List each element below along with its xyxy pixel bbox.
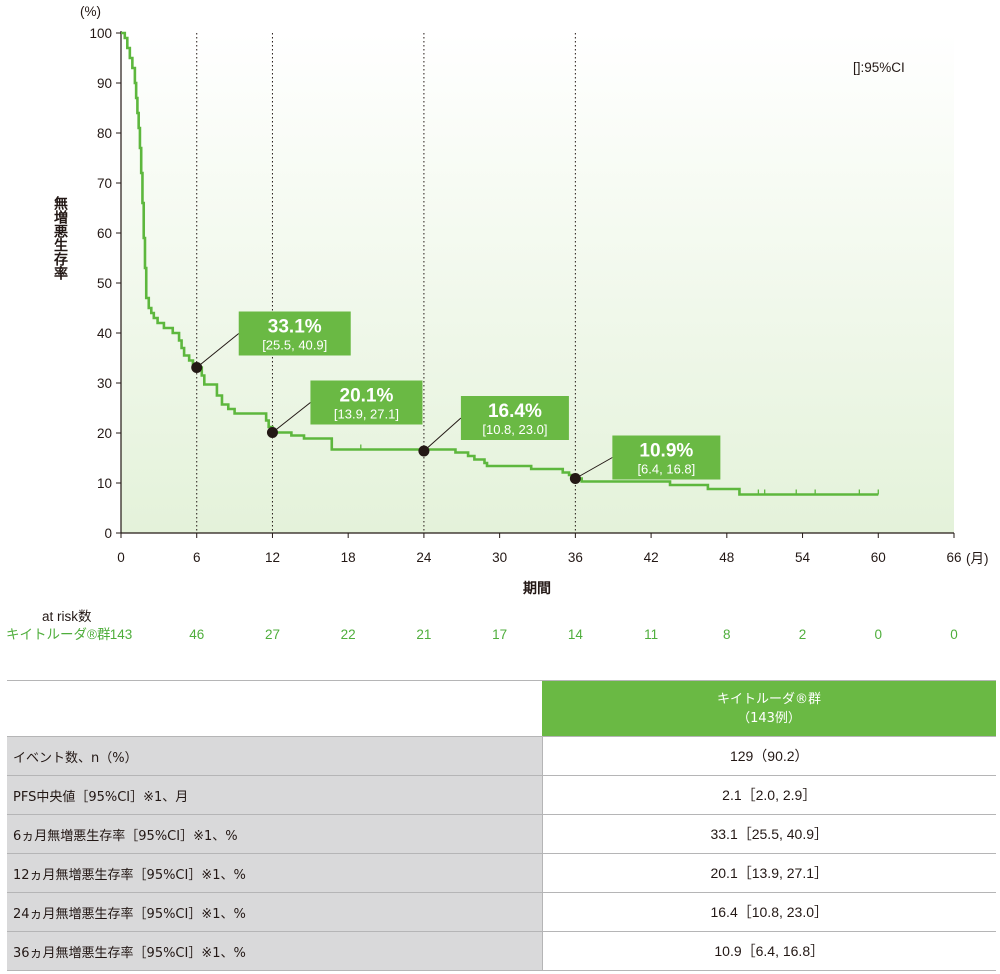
plot-background: [121, 33, 954, 533]
x-tick-label: 48: [719, 550, 734, 565]
table-header-blank: [7, 680, 542, 737]
y-tick-label: 90: [97, 76, 112, 91]
row-value-pfs-24m: 16.4［10.8, 23.0］: [542, 892, 996, 932]
at-risk-count: 46: [189, 627, 204, 642]
at-risk-count: 17: [492, 627, 507, 642]
row-value-pfs-6m: 33.1［25.5, 40.9］: [542, 814, 996, 854]
callout-ci: [25.5, 40.9]: [262, 338, 327, 353]
landmark-dot: [569, 473, 581, 484]
y-tick-label: 0: [104, 526, 112, 541]
landmark-dot: [191, 362, 203, 373]
x-unit-label: (月): [966, 551, 989, 566]
table-row: イベント数、n（%） 129（90.2）: [7, 736, 996, 776]
y-tick-label: 100: [89, 26, 112, 41]
callout-box: [310, 380, 423, 425]
y-tick-label: 20: [97, 426, 112, 441]
x-tick-label: 0: [117, 550, 125, 565]
y-tick-label: 60: [97, 226, 112, 241]
table-row: 24ヵ月無増悪生存率［95%CI］※1、% 16.4［10.8, 23.0］: [7, 892, 996, 932]
x-tick-label: 6: [193, 550, 201, 565]
summary-table: キイトルーダ®群 （143例） イベント数、n（%） 129（90.2） PFS…: [7, 680, 996, 971]
y-tick-label: 50: [97, 276, 112, 291]
at-risk-count: 27: [265, 627, 280, 642]
table-header-row: キイトルーダ®群 （143例）: [7, 680, 996, 737]
x-tick-label: 18: [341, 550, 356, 565]
y-tick-label: 80: [97, 126, 112, 141]
table-column-header: キイトルーダ®群 （143例）: [542, 680, 996, 737]
landmark-dot: [418, 445, 430, 457]
column-header-group: キイトルーダ®群: [716, 691, 821, 707]
callout-leader-line: [272, 402, 311, 433]
callout-value: 20.1%: [340, 386, 394, 407]
callout-ci: [10.8, 23.0]: [482, 422, 547, 437]
at-risk-count: 2: [799, 627, 807, 642]
x-axis-title: 期間: [523, 581, 551, 597]
callout-value: 10.9%: [639, 441, 693, 462]
row-value-pfs-36m: 10.9［6.4, 16.8］: [542, 931, 996, 971]
table-row: 36ヵ月無増悪生存率［95%CI］※1、% 10.9［6.4, 16.8］: [7, 931, 996, 971]
y-tick-label: 10: [97, 476, 112, 491]
y-unit-label: (%): [80, 4, 101, 19]
at-risk-group-label: キイトルーダ®群: [6, 627, 111, 642]
callout-value: 33.1%: [268, 317, 322, 338]
callout-leader-line: [575, 457, 613, 479]
row-label-pfs-6m: 6ヵ月無増悪生存率［95%CI］※1、%: [7, 814, 543, 854]
at-risk-count: 14: [568, 627, 584, 642]
at-risk-count: 143: [110, 627, 133, 642]
callout-box: [460, 396, 569, 440]
row-value-events: 129（90.2）: [542, 736, 996, 776]
at-risk-count: 0: [950, 627, 958, 642]
column-header-count: （143例）: [737, 710, 801, 726]
y-tick-label: 40: [97, 326, 112, 341]
callout-ci: [6.4, 16.8]: [637, 462, 695, 477]
callout-leader-line: [196, 333, 240, 368]
row-label-pfs-median: PFS中央値［95%CI］※1、月: [7, 775, 543, 815]
row-label-pfs-12m: 12ヵ月無増悪生存率［95%CI］※1、%: [7, 853, 543, 893]
x-tick-label: 60: [871, 550, 886, 565]
callout-ci: [13.9, 27.1]: [334, 407, 399, 422]
callout-value: 16.4%: [488, 401, 542, 422]
at-risk-count: 11: [644, 627, 658, 642]
y-tick-label: 30: [97, 376, 112, 391]
at-risk-count: 21: [416, 627, 431, 642]
at-risk-count: 0: [875, 627, 883, 642]
table-row: 12ヵ月無増悪生存率［95%CI］※1、% 20.1［13.9, 27.1］: [7, 853, 996, 893]
x-tick-label: 66: [946, 550, 961, 565]
x-tick-label: 30: [492, 550, 507, 565]
landmark-dot: [266, 427, 278, 438]
y-axis-title: 無増悪生存率: [52, 195, 68, 281]
x-tick-label: 42: [644, 550, 659, 565]
row-value-pfs-12m: 20.1［13.9, 27.1］: [542, 853, 996, 893]
callout-box: [612, 435, 721, 480]
callout-leader-line: [423, 417, 462, 452]
table-row: PFS中央値［95%CI］※1、月 2.1［2.0, 2.9］: [7, 775, 996, 815]
row-label-pfs-36m: 36ヵ月無増悪生存率［95%CI］※1、%: [7, 931, 543, 971]
x-tick-label: 12: [265, 550, 280, 565]
ci-note: []:95%CI: [853, 60, 905, 75]
at-risk-title: at risk数: [42, 609, 92, 624]
row-value-pfs-median: 2.1［2.0, 2.9］: [542, 775, 996, 815]
table-row: 6ヵ月無増悪生存率［95%CI］※1、% 33.1［25.5, 40.9］: [7, 814, 996, 854]
y-tick-label: 70: [97, 176, 112, 191]
at-risk-count: 8: [723, 627, 731, 642]
at-risk-count: 22: [341, 627, 356, 642]
x-tick-label: 24: [416, 550, 432, 565]
callout-box: [238, 311, 351, 356]
row-label-pfs-24m: 24ヵ月無増悪生存率［95%CI］※1、%: [7, 892, 543, 932]
x-tick-label: 36: [568, 550, 583, 565]
x-tick-label: 54: [795, 550, 811, 565]
row-label-events: イベント数、n（%）: [7, 736, 543, 776]
